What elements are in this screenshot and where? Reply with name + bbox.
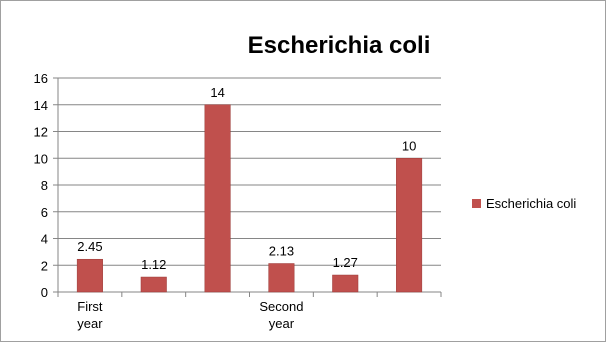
bars (76, 104, 423, 293)
data-label: 2.13 (269, 244, 294, 259)
bar (332, 274, 359, 293)
y-tick-label: 4 (41, 232, 48, 247)
axes: 0 2 4 6 8 10 12 14 16 (34, 71, 442, 300)
bar (268, 263, 295, 293)
gridlines (58, 77, 441, 266)
legend-swatch (472, 199, 481, 208)
chart-title: Escherichia coli (248, 32, 431, 59)
data-label: 2.45 (77, 239, 102, 254)
y-tick-label: 12 (34, 125, 48, 140)
x-category-label: Second year (259, 299, 303, 331)
y-tick-label: 14 (34, 98, 48, 113)
bar (76, 258, 103, 293)
category-labels: First year Second year (77, 299, 303, 331)
x-category-label: First year (77, 299, 103, 331)
bar (396, 158, 423, 293)
legend-label: Escherichia coli (486, 196, 576, 211)
data-label: 1.27 (333, 255, 358, 270)
y-tick-label: 16 (34, 71, 48, 86)
data-label: 10 (402, 138, 416, 153)
data-label: 14 (210, 85, 224, 100)
bar (204, 104, 231, 293)
data-labels: 2.45 1.12 14 2.13 1.27 10 (77, 85, 416, 272)
y-tick-label: 0 (41, 285, 48, 300)
data-label: 1.12 (141, 257, 166, 272)
y-tick-label: 10 (34, 151, 48, 166)
y-tick-label: 2 (41, 258, 48, 273)
y-tick-label: 6 (41, 205, 48, 220)
legend: Escherichia coli (472, 196, 576, 211)
y-tick-label: 8 (41, 178, 48, 193)
bar (140, 276, 167, 293)
